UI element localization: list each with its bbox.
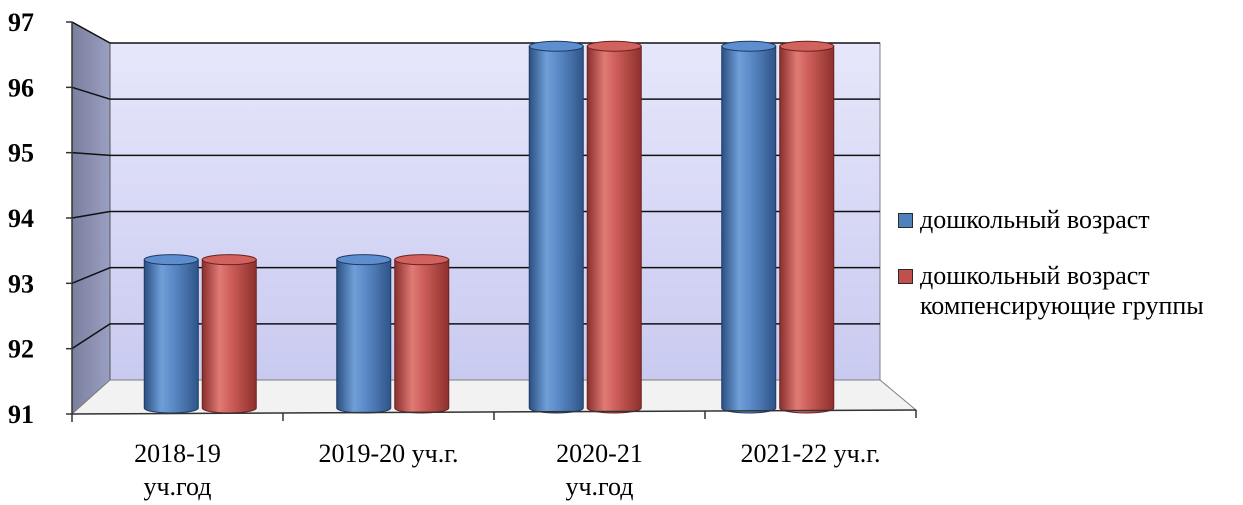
x-tick-label: уч.год xyxy=(565,472,633,501)
gridline-side xyxy=(71,151,111,157)
y-axis: 91 92 93 94 95 96 97 xyxy=(8,8,72,429)
bars xyxy=(143,40,835,414)
bar xyxy=(336,254,392,414)
gridline-side xyxy=(71,86,111,100)
legend-swatch xyxy=(898,269,913,284)
x-tick-label: 2018-19 xyxy=(134,439,221,468)
bar xyxy=(721,40,777,414)
legend-item: дошкольный возраст xyxy=(896,205,1241,235)
gridline-side xyxy=(71,323,111,350)
legend-swatch xyxy=(898,213,913,228)
x-tick-label: уч.год xyxy=(143,472,211,501)
legend: дошкольный возраст дошкольный возраст комп… xyxy=(896,205,1241,321)
bar xyxy=(201,254,257,414)
bar xyxy=(528,40,584,414)
x-axis: 2018-19 уч.год 2019-20 уч.г. 2020-21 уч.год 2… xyxy=(71,410,917,501)
y-tick-label: 96 xyxy=(8,73,34,102)
y-tick-label: 94 xyxy=(8,204,34,233)
bar xyxy=(394,254,450,414)
y-tick-label: 92 xyxy=(8,335,34,364)
y-tick-label: 93 xyxy=(8,269,34,298)
gridline-side xyxy=(71,210,111,219)
bar xyxy=(779,40,835,414)
legend-label: компенсирующие группы xyxy=(920,291,1204,320)
x-tick-label: 2021-22 уч.г. xyxy=(741,439,881,468)
side-wall xyxy=(71,21,111,416)
x-tick-label: 2019-20 уч.г. xyxy=(319,439,459,468)
bar xyxy=(586,40,642,414)
legend-label: дошкольный возраст xyxy=(920,205,1150,234)
gridline-side xyxy=(71,266,111,285)
y-tick-label: 97 xyxy=(8,8,34,37)
gridline-side xyxy=(71,21,111,44)
legend-item: дошкольный возраст компенсирующие группы xyxy=(896,261,1241,321)
y-tick-label: 95 xyxy=(8,139,34,168)
x-tick-label: 2020-21 xyxy=(556,439,643,468)
bar xyxy=(143,254,199,414)
y-tick-label: 91 xyxy=(8,400,34,429)
legend-label: дошкольный возраст xyxy=(920,261,1150,290)
